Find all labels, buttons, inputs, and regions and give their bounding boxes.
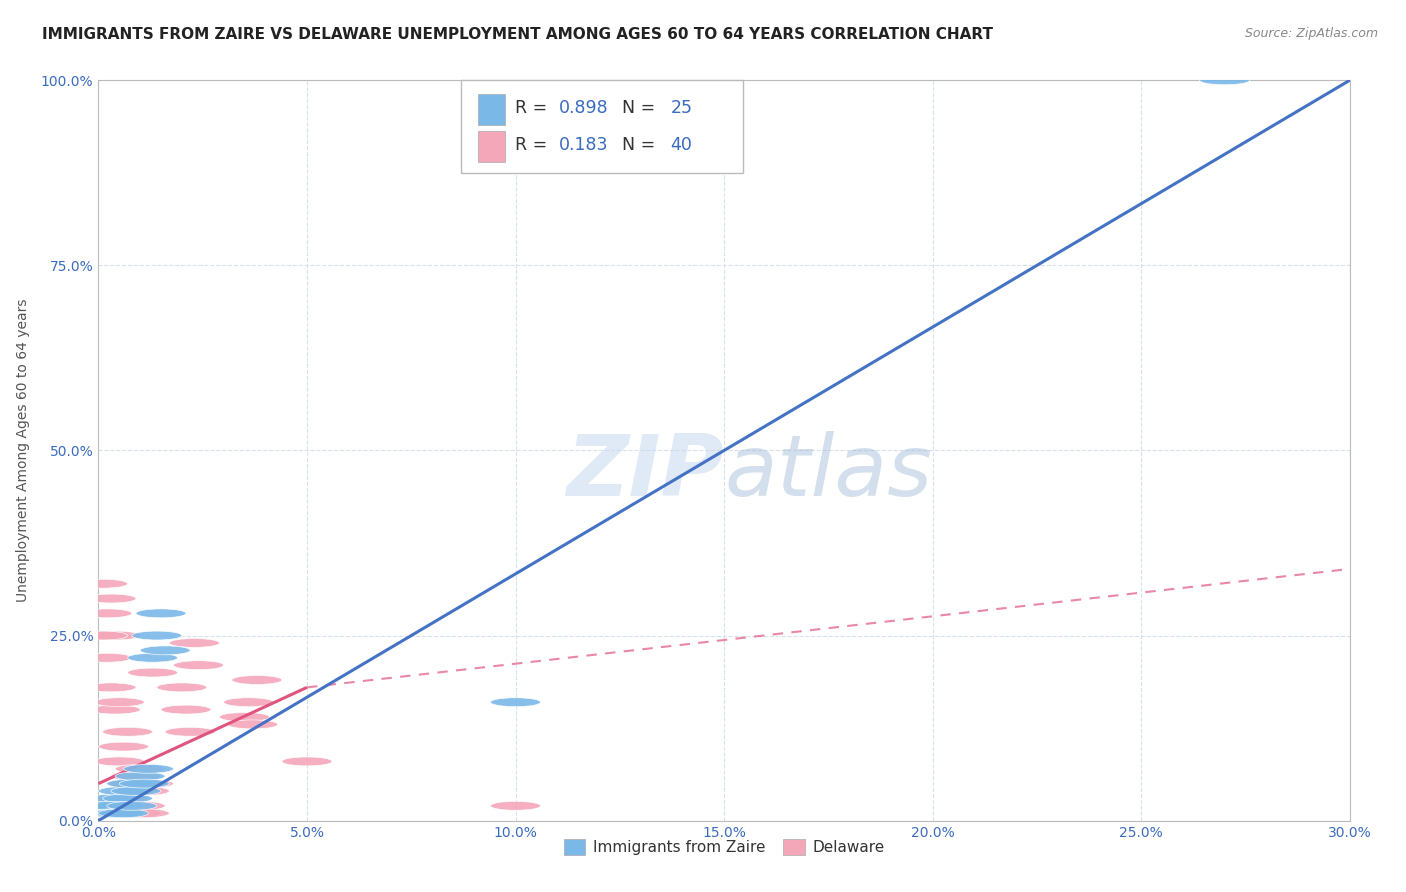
Circle shape xyxy=(90,801,141,810)
Circle shape xyxy=(90,794,141,803)
Circle shape xyxy=(111,809,162,818)
Circle shape xyxy=(94,757,145,766)
Circle shape xyxy=(82,809,132,818)
Circle shape xyxy=(107,809,157,818)
Y-axis label: Unemployment Among Ages 60 to 64 years: Unemployment Among Ages 60 to 64 years xyxy=(15,299,30,602)
Circle shape xyxy=(77,801,128,810)
Circle shape xyxy=(157,683,207,692)
Circle shape xyxy=(82,809,132,818)
Circle shape xyxy=(94,698,145,706)
Circle shape xyxy=(90,809,141,818)
Circle shape xyxy=(132,632,181,640)
Circle shape xyxy=(219,713,270,722)
Circle shape xyxy=(169,639,219,648)
Circle shape xyxy=(128,668,177,677)
Circle shape xyxy=(107,780,157,788)
Text: R =: R = xyxy=(515,99,553,118)
Text: 40: 40 xyxy=(671,136,692,154)
Circle shape xyxy=(124,764,173,773)
Circle shape xyxy=(141,646,190,655)
Circle shape xyxy=(94,809,145,818)
Circle shape xyxy=(1199,76,1250,85)
Circle shape xyxy=(124,780,173,788)
Circle shape xyxy=(77,809,128,818)
Text: 0.898: 0.898 xyxy=(560,99,609,118)
Circle shape xyxy=(111,787,162,796)
Circle shape xyxy=(173,661,224,670)
FancyBboxPatch shape xyxy=(461,80,742,173)
Legend: Immigrants from Zaire, Delaware: Immigrants from Zaire, Delaware xyxy=(557,833,891,861)
Circle shape xyxy=(90,706,141,714)
Circle shape xyxy=(94,801,145,810)
Circle shape xyxy=(120,809,169,818)
Circle shape xyxy=(107,801,157,810)
Circle shape xyxy=(115,772,165,780)
Circle shape xyxy=(82,801,132,810)
Circle shape xyxy=(82,609,132,618)
Text: ZIP: ZIP xyxy=(567,431,724,514)
Circle shape xyxy=(224,698,274,706)
Circle shape xyxy=(90,632,141,640)
Circle shape xyxy=(86,809,136,818)
Circle shape xyxy=(491,801,540,810)
Circle shape xyxy=(491,698,540,706)
Circle shape xyxy=(77,632,128,640)
Text: atlas: atlas xyxy=(724,431,932,514)
Circle shape xyxy=(283,757,332,766)
Circle shape xyxy=(115,801,165,810)
Circle shape xyxy=(232,675,283,684)
Circle shape xyxy=(103,801,153,810)
Circle shape xyxy=(111,772,162,780)
Text: 25: 25 xyxy=(671,99,692,118)
FancyBboxPatch shape xyxy=(478,94,505,125)
Text: Source: ZipAtlas.com: Source: ZipAtlas.com xyxy=(1244,27,1378,40)
Text: IMMIGRANTS FROM ZAIRE VS DELAWARE UNEMPLOYMENT AMONG AGES 60 TO 64 YEARS CORRELA: IMMIGRANTS FROM ZAIRE VS DELAWARE UNEMPL… xyxy=(42,27,993,42)
Circle shape xyxy=(98,809,149,818)
Circle shape xyxy=(77,579,128,588)
Circle shape xyxy=(228,720,278,729)
Circle shape xyxy=(86,683,136,692)
Circle shape xyxy=(160,706,211,714)
Circle shape xyxy=(107,780,157,788)
Text: 0.183: 0.183 xyxy=(560,136,609,154)
Circle shape xyxy=(103,727,153,736)
Circle shape xyxy=(128,653,177,662)
FancyBboxPatch shape xyxy=(478,130,505,161)
Circle shape xyxy=(120,787,169,796)
Text: R =: R = xyxy=(515,136,553,154)
Text: N =: N = xyxy=(612,99,661,118)
Circle shape xyxy=(120,780,169,788)
Circle shape xyxy=(86,594,136,603)
Circle shape xyxy=(86,809,136,818)
Circle shape xyxy=(94,809,145,818)
Circle shape xyxy=(165,727,215,736)
Circle shape xyxy=(98,787,149,796)
Circle shape xyxy=(82,653,132,662)
Circle shape xyxy=(136,609,186,618)
Circle shape xyxy=(77,809,128,818)
Circle shape xyxy=(115,764,165,773)
Circle shape xyxy=(86,801,136,810)
Circle shape xyxy=(103,794,153,803)
Circle shape xyxy=(98,742,149,751)
Text: N =: N = xyxy=(612,136,661,154)
Circle shape xyxy=(98,794,149,803)
